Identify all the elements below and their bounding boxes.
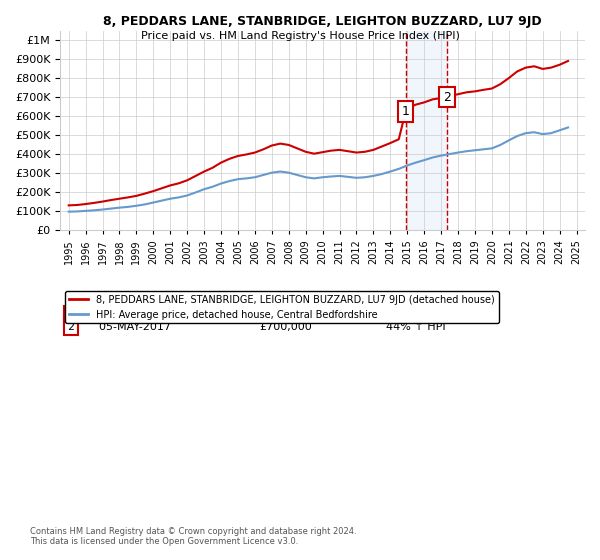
Text: 1: 1 — [401, 105, 409, 118]
Title: 8, PEDDARS LANE, STANBRIDGE, LEIGHTON BUZZARD, LU7 9JD: 8, PEDDARS LANE, STANBRIDGE, LEIGHTON BU… — [103, 15, 542, 28]
Text: 67% ↑ HPI: 67% ↑ HPI — [386, 309, 445, 319]
Text: 28-NOV-2014: 28-NOV-2014 — [92, 309, 173, 319]
Text: 05-MAY-2017: 05-MAY-2017 — [92, 322, 171, 332]
Text: 2: 2 — [67, 322, 74, 332]
Text: 1: 1 — [67, 309, 74, 319]
Text: 2: 2 — [443, 91, 451, 104]
Bar — [406, 31, 447, 230]
Text: Contains HM Land Registry data © Crown copyright and database right 2024.
This d: Contains HM Land Registry data © Crown c… — [30, 526, 356, 546]
Text: £623,000: £623,000 — [260, 309, 313, 319]
Text: £700,000: £700,000 — [260, 322, 313, 332]
Text: Price paid vs. HM Land Registry's House Price Index (HPI): Price paid vs. HM Land Registry's House … — [140, 31, 460, 41]
Legend: 8, PEDDARS LANE, STANBRIDGE, LEIGHTON BUZZARD, LU7 9JD (detached house), HPI: Av: 8, PEDDARS LANE, STANBRIDGE, LEIGHTON BU… — [65, 291, 499, 324]
Text: 44% ↑ HPI: 44% ↑ HPI — [386, 322, 445, 332]
